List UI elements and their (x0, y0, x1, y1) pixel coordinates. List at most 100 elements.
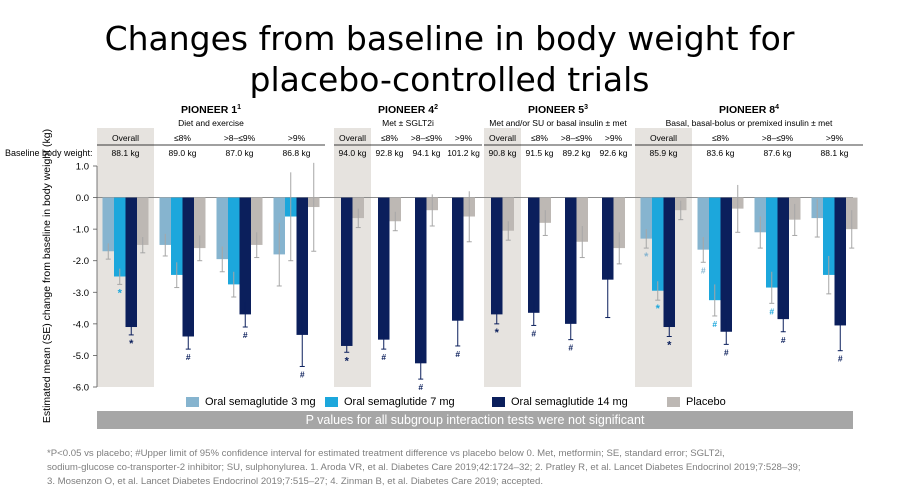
group-label: Overall (112, 133, 139, 143)
bar (613, 197, 625, 249)
baseline-weight: 90.8 kg (489, 148, 517, 158)
significance-mark: # (418, 382, 423, 392)
trial-subtitle-2: Met ± SGLT2i (382, 118, 434, 128)
bar (171, 197, 183, 275)
trial-subtitle-4: Basal, basal-bolus or premixed insulin ±… (666, 118, 833, 128)
baseline-row-label: Baseline body weight: (5, 148, 93, 158)
trial-title-1: PIONEER 11 (181, 104, 241, 116)
bar (565, 197, 577, 324)
bar (352, 197, 364, 219)
interaction-banner: P values for all subgroup interaction te… (97, 411, 853, 429)
group-label: >9% (605, 133, 623, 143)
significance-mark: # (838, 354, 843, 364)
trial-title-4: PIONEER 84 (719, 104, 779, 116)
baseline-weight: 94.0 kg (339, 148, 367, 158)
slide-title-line-1: Changes from baseline in body weight for (104, 19, 795, 58)
y-tick-label: -5.0 (73, 351, 89, 362)
trial-ref-sup: 4 (775, 104, 779, 111)
significance-mark: # (531, 328, 536, 338)
trial-ref-sup: 1 (237, 104, 241, 111)
bar (652, 197, 664, 291)
baseline-weight: 87.0 kg (226, 148, 254, 158)
legend-label-placebo: Placebo (686, 396, 726, 408)
trial-name: PIONEER 5 (528, 104, 584, 116)
significance-mark: # (381, 352, 386, 362)
bar (720, 197, 732, 332)
bar (823, 197, 835, 275)
baseline-weight: 85.9 kg (650, 148, 678, 158)
bar (491, 197, 503, 315)
baseline-weight: 88.1 kg (112, 148, 140, 158)
group-label: Overall (489, 133, 516, 143)
baseline-weight: 88.1 kg (821, 148, 849, 158)
significance-mark: # (769, 306, 774, 316)
footnote-line-2: sodium-glucose co-transporter-2 inhibito… (47, 462, 801, 473)
bar (125, 197, 137, 328)
slide-title: Changes from baseline in body weight for… (0, 18, 899, 100)
y-tick-label: -4.0 (73, 319, 89, 330)
bar (709, 197, 721, 301)
bar (766, 197, 778, 288)
significance-mark: # (701, 265, 706, 275)
baseline-weight: 92.8 kg (376, 148, 404, 158)
significance-mark: # (455, 349, 460, 359)
y-tick-label: 0.0 (76, 193, 89, 204)
bar (159, 197, 171, 245)
significance-mark: * (644, 251, 649, 263)
bar (389, 197, 401, 222)
bar (663, 197, 675, 328)
bar (341, 197, 353, 346)
baseline-weight: 91.5 kg (526, 148, 554, 158)
group-label: ≤8% (381, 133, 398, 143)
y-axis-title: Estimated mean (SE) change from baseline… (41, 129, 53, 423)
significance-mark: # (186, 352, 191, 362)
trial-ref-sup: 3 (584, 104, 588, 111)
group-label: >8–≤9% (224, 133, 256, 143)
y-tick-label: 1.0 (76, 162, 89, 173)
legend-item-sema7: Oral semaglutide 7 mg (325, 396, 455, 408)
bar (452, 197, 464, 321)
legend-item-sema14: Oral semaglutide 14 mg (492, 396, 628, 408)
y-tick-label: -6.0 (73, 383, 89, 394)
group-label: Overall (650, 133, 677, 143)
legend-label-sema3: Oral semaglutide 3 mg (205, 396, 316, 408)
trial-title-3: PIONEER 53 (528, 104, 588, 116)
legend-swatch-placebo (667, 397, 680, 407)
group-label: >9% (288, 133, 306, 143)
trial-name: PIONEER 8 (719, 104, 775, 116)
legend-label-sema7: Oral semaglutide 7 mg (344, 396, 455, 408)
legend-item-placebo: Placebo (667, 396, 726, 408)
bar (576, 197, 588, 242)
baseline-weight: 94.1 kg (413, 148, 441, 158)
bar (415, 197, 427, 364)
group-label: Overall (339, 133, 366, 143)
trial-subtitle-1: Diet and exercise (178, 118, 244, 128)
bar (102, 197, 114, 252)
significance-mark: # (724, 347, 729, 357)
bar (378, 197, 390, 340)
legend-swatch-sema14 (492, 397, 505, 407)
legend-swatch-sema3 (186, 397, 199, 407)
group-label: ≤8% (174, 133, 191, 143)
footnote-line-3: 3. Mosenzon O, et al. Lancet Diabetes En… (47, 476, 543, 487)
bar (697, 197, 709, 250)
bar (502, 197, 514, 231)
significance-mark: * (129, 338, 134, 350)
bar (114, 197, 126, 277)
group-label: >8–≤9% (561, 133, 593, 143)
bar (216, 197, 228, 260)
y-tick-label: -1.0 (73, 225, 89, 236)
legend-swatch-sema7 (325, 397, 338, 407)
group-label: >9% (455, 133, 473, 143)
legend-item-sema3: Oral semaglutide 3 mg (186, 396, 316, 408)
bar (296, 197, 308, 335)
baseline-weight: 92.6 kg (600, 148, 628, 158)
legend-label-sema14: Oral semaglutide 14 mg (511, 396, 628, 408)
significance-mark: * (656, 303, 661, 315)
group-label: ≤8% (712, 133, 729, 143)
baseline-weight: 83.6 kg (707, 148, 735, 158)
significance-mark: # (300, 369, 305, 379)
bar (834, 197, 846, 326)
group-label: >8–≤9% (411, 133, 443, 143)
